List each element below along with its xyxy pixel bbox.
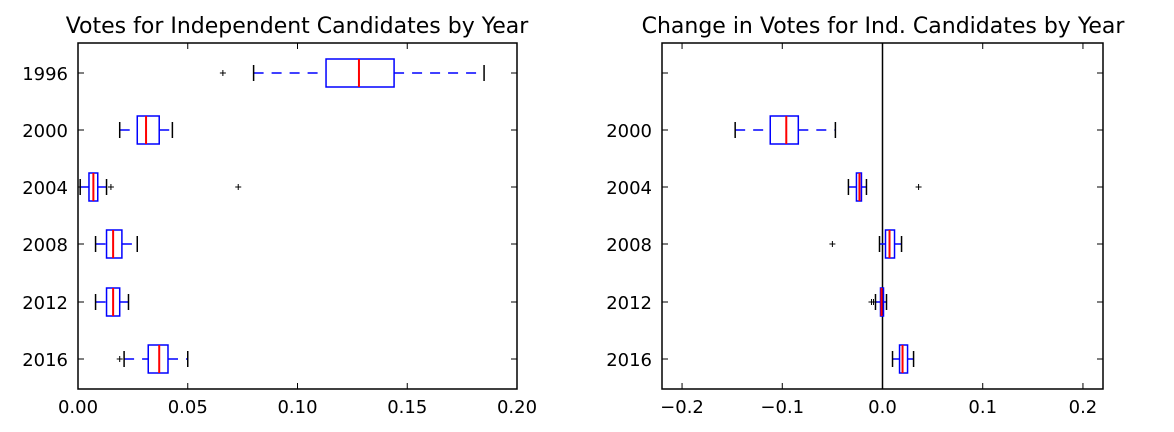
box-iqr: [769, 115, 800, 145]
box-1996: [219, 58, 485, 88]
box-iqr: [136, 115, 160, 145]
box-2004: [847, 172, 922, 202]
box-2000: [118, 115, 174, 145]
chart-title: Change in Votes for Ind. Candidates by Y…: [642, 14, 1126, 39]
outlier-point: [829, 241, 836, 247]
outlier-point: [870, 299, 877, 305]
chart-panel-independent-votes: Votes for Independent Candidates by Year…: [22, 14, 537, 418]
box-2008: [829, 229, 903, 259]
chart-title: Votes for Independent Candidates by Year: [66, 14, 530, 39]
box-iqr: [325, 58, 395, 88]
box-2016: [891, 344, 915, 374]
y-tick-label: 1996: [22, 64, 68, 85]
y-tick-label: 2016: [606, 350, 652, 371]
y-tick-label: 2000: [22, 121, 68, 142]
box-iqr: [898, 344, 909, 374]
y-tick-label: 2016: [22, 350, 68, 371]
x-tick-label: 0.10: [277, 397, 317, 418]
x-tick-label: 0.1: [968, 397, 997, 418]
box-iqr: [105, 229, 123, 259]
outlier-point: [235, 184, 242, 190]
x-tick-label: 0.05: [168, 397, 208, 418]
x-tick-label: 0.00: [58, 397, 98, 418]
box-2008: [94, 229, 139, 259]
box-2016: [116, 344, 189, 374]
outlier-point: [219, 70, 226, 76]
chart-panel-change-in-votes: Change in Votes for Ind. Candidates by Y…: [606, 14, 1125, 418]
x-tick-label: 0.20: [497, 397, 537, 418]
x-tick-label: 0.15: [387, 397, 427, 418]
y-tick-label: 2012: [606, 293, 652, 314]
outlier-point: [915, 184, 922, 190]
outlier-point: [107, 184, 114, 190]
y-tick-label: 2008: [606, 235, 652, 256]
y-tick-label: 2004: [606, 178, 652, 199]
x-tick-label: −0.1: [760, 397, 804, 418]
y-tick-label: 2008: [22, 235, 68, 256]
box-2012: [868, 287, 888, 317]
box-2004: [79, 172, 242, 202]
y-tick-label: 2000: [606, 121, 652, 142]
outlier-point: [116, 356, 123, 362]
y-tick-label: 2004: [22, 178, 68, 199]
box-2000: [734, 115, 837, 145]
x-tick-label: 0.2: [1069, 397, 1098, 418]
y-tick-label: 2012: [22, 293, 68, 314]
plot-frame: [77, 42, 518, 390]
box-2012: [94, 287, 130, 317]
x-tick-label: −0.2: [660, 397, 704, 418]
x-tick-label: 0.0: [868, 397, 897, 418]
box-iqr: [147, 344, 169, 374]
